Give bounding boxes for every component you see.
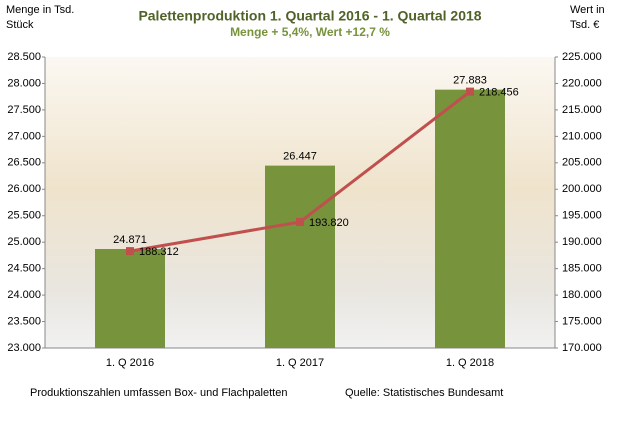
y2-tick-label: 185.000 [562, 263, 602, 275]
bar [95, 249, 165, 348]
y2-tick-label: 190.000 [562, 236, 602, 248]
footnote: Produktionszahlen umfassen Box- und Flac… [30, 387, 287, 399]
source: Quelle: Statistisches Bundesamt [345, 387, 503, 399]
y2-tick-label: 200.000 [562, 183, 602, 195]
y2-tick-label: 175.000 [562, 315, 602, 327]
y-tick-label: 25.500 [7, 210, 41, 222]
y2-tick-label: 170.000 [562, 342, 602, 354]
y-tick-label: 27.500 [7, 104, 41, 116]
y-tick-label: 28.500 [7, 51, 41, 63]
y-tick-label: 25.000 [7, 236, 41, 248]
bar-value-label: 27.883 [453, 75, 487, 87]
y-tick-label: 26.500 [7, 157, 41, 169]
y2-tick-label: 220.000 [562, 77, 602, 89]
bar [265, 165, 335, 348]
bar-value-label: 26.447 [283, 151, 317, 163]
line-marker [296, 217, 304, 226]
line-value-label: 193.820 [309, 217, 349, 229]
x-tick-label: 1. Q 2016 [106, 357, 154, 369]
y2-tick-label: 195.000 [562, 210, 602, 222]
x-tick-label: 1. Q 2017 [276, 357, 324, 369]
line-marker [466, 87, 474, 96]
y2-axis-label: Wert in [570, 4, 605, 16]
y-tick-label: 28.000 [7, 77, 41, 89]
y2-tick-label: 225.000 [562, 51, 602, 63]
y2-tick-label: 180.000 [562, 289, 602, 301]
x-tick-label: 1. Q 2018 [446, 357, 494, 369]
y2-axis-label: Tsd. € [570, 19, 599, 31]
line-value-label: 188.312 [139, 246, 179, 258]
line-marker [126, 247, 134, 256]
y2-tick-label: 210.000 [562, 130, 602, 142]
y2-tick-label: 215.000 [562, 104, 602, 116]
chart-subtitle: Menge + 5,4%, Wert +12,7 % [230, 25, 390, 39]
bar [435, 89, 505, 349]
chart-title: Palettenproduktion 1. Quartal 2016 - 1. … [138, 8, 481, 24]
y-tick-label: 23.000 [7, 342, 41, 354]
y-tick-label: 24.000 [7, 289, 41, 301]
y-axis-label: Stück [6, 19, 34, 31]
line-value-label: 218.456 [479, 87, 519, 99]
y-axis-label: Menge in Tsd. [6, 4, 74, 16]
y2-tick-label: 205.000 [562, 157, 602, 169]
y-tick-label: 23.500 [7, 315, 41, 327]
bar-value-label: 24.871 [113, 234, 147, 246]
y-tick-label: 26.000 [7, 183, 41, 195]
y-tick-label: 24.500 [7, 263, 41, 275]
y-tick-label: 27.000 [7, 130, 41, 142]
